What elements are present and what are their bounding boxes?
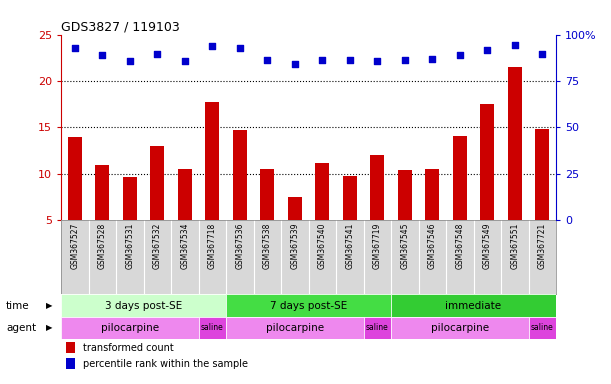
Bar: [123, 177, 137, 220]
Text: GSM367532: GSM367532: [153, 222, 162, 269]
Text: GSM367721: GSM367721: [538, 222, 547, 269]
Text: GSM367551: GSM367551: [510, 222, 519, 269]
Text: GSM367546: GSM367546: [428, 222, 437, 269]
Text: GSM367531: GSM367531: [125, 222, 134, 269]
Point: [180, 58, 189, 64]
Point: [510, 42, 519, 48]
Text: ▶: ▶: [46, 323, 53, 333]
Bar: [453, 136, 467, 220]
Text: 7 days post-SE: 7 days post-SE: [270, 301, 347, 311]
Bar: [178, 169, 192, 220]
Text: ▶: ▶: [46, 301, 53, 310]
Text: GSM367541: GSM367541: [345, 222, 354, 269]
Point: [482, 47, 492, 53]
Bar: [205, 102, 219, 220]
Bar: [343, 175, 357, 220]
Bar: [370, 155, 384, 220]
Bar: [391, 317, 529, 339]
Bar: [480, 104, 494, 220]
Text: GSM367549: GSM367549: [483, 222, 492, 269]
Point: [455, 52, 464, 58]
Text: percentile rank within the sample: percentile rank within the sample: [83, 359, 248, 369]
Point: [290, 61, 300, 67]
Point: [400, 56, 409, 63]
Point: [153, 51, 163, 57]
Bar: [364, 317, 391, 339]
Point: [538, 51, 547, 57]
Bar: [226, 317, 364, 339]
Text: time: time: [6, 301, 30, 311]
Bar: [61, 295, 226, 317]
Text: saline: saline: [531, 323, 554, 333]
Bar: [398, 170, 412, 220]
Text: 3 days post-SE: 3 days post-SE: [105, 301, 182, 311]
Bar: [233, 130, 247, 220]
Point: [263, 56, 273, 63]
Point: [207, 43, 218, 49]
Bar: [288, 197, 302, 220]
Text: GSM367718: GSM367718: [208, 222, 217, 269]
Text: GDS3827 / 119103: GDS3827 / 119103: [61, 20, 180, 33]
Point: [125, 58, 134, 65]
Point: [427, 56, 437, 62]
Text: GSM367540: GSM367540: [318, 222, 327, 269]
Point: [235, 45, 244, 51]
Bar: [226, 295, 391, 317]
Text: GSM367527: GSM367527: [70, 222, 79, 269]
Bar: [391, 295, 556, 317]
Text: GSM367534: GSM367534: [180, 222, 189, 269]
Bar: [95, 164, 109, 220]
Point: [318, 56, 327, 63]
Text: immediate: immediate: [445, 301, 502, 311]
Point: [70, 45, 79, 51]
Text: GSM367719: GSM367719: [373, 222, 382, 269]
Text: GSM367538: GSM367538: [263, 222, 272, 269]
Text: GSM367539: GSM367539: [290, 222, 299, 269]
Bar: [61, 317, 199, 339]
Bar: [66, 343, 75, 353]
Bar: [508, 67, 522, 220]
Bar: [315, 163, 329, 220]
Text: pilocarpine: pilocarpine: [431, 323, 489, 333]
Point: [98, 52, 108, 58]
Text: agent: agent: [6, 323, 36, 333]
Bar: [260, 169, 274, 220]
Bar: [66, 358, 75, 369]
Bar: [150, 146, 164, 220]
Text: GSM367528: GSM367528: [98, 222, 107, 269]
Bar: [425, 169, 439, 220]
Text: transformed count: transformed count: [83, 343, 174, 353]
Text: pilocarpine: pilocarpine: [266, 323, 324, 333]
Text: saline: saline: [366, 323, 389, 333]
Text: pilocarpine: pilocarpine: [101, 323, 159, 333]
Text: GSM367545: GSM367545: [400, 222, 409, 269]
Point: [373, 58, 382, 64]
Text: saline: saline: [201, 323, 224, 333]
Text: GSM367536: GSM367536: [235, 222, 244, 269]
Bar: [529, 317, 556, 339]
Bar: [535, 129, 549, 220]
Bar: [199, 317, 226, 339]
Bar: [68, 137, 82, 220]
Point: [345, 56, 354, 63]
Text: GSM367548: GSM367548: [455, 222, 464, 269]
